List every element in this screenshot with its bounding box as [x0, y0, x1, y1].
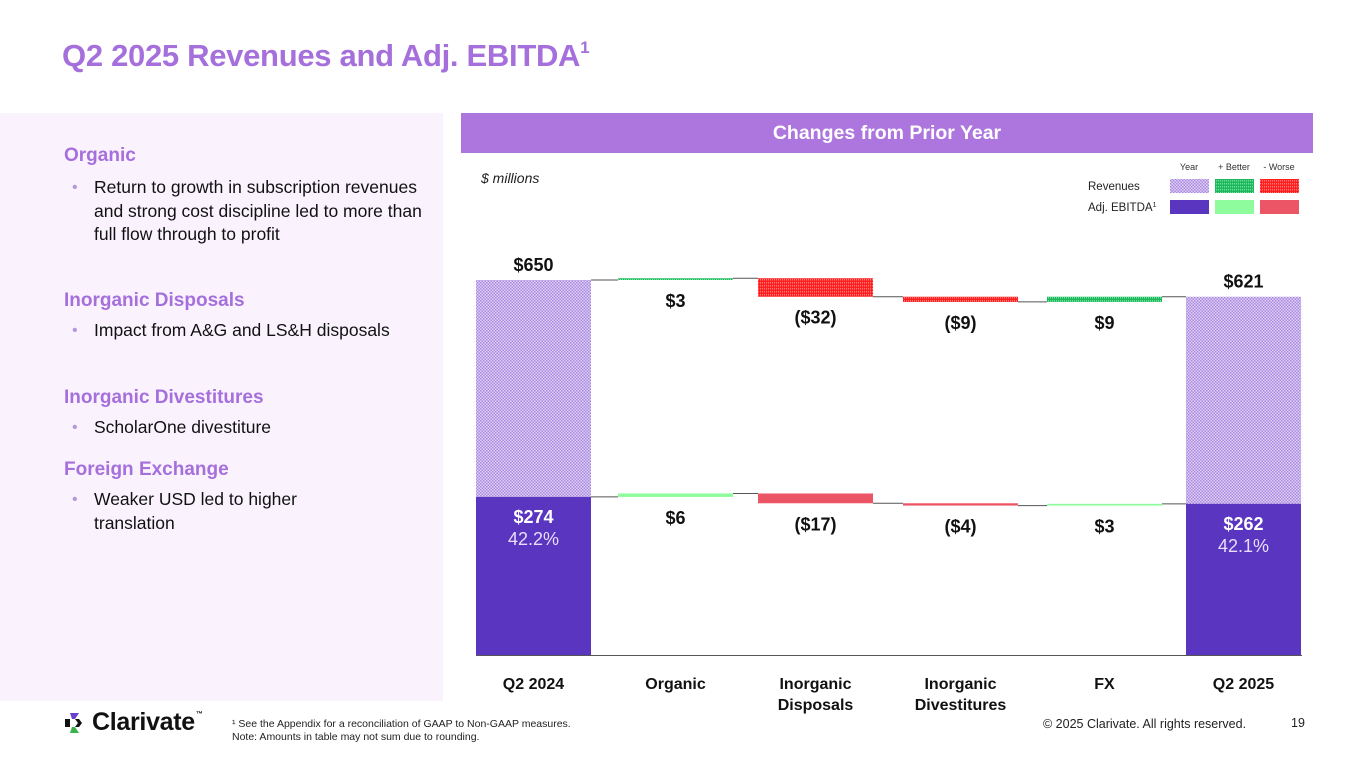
x-tick-label: Inorganic [924, 676, 996, 693]
x-tick-label: Organic [645, 676, 706, 693]
data-label: $650 [513, 255, 553, 275]
section-inorganic-divestitures: Inorganic Divestitures ScholarOne divest… [64, 386, 424, 440]
data-label: $9 [1094, 313, 1114, 333]
legend-column-header: Year [1180, 162, 1198, 172]
logo-trademark: ™ [195, 711, 203, 718]
copyright: © 2025 Clarivate. All rights reserved. [1043, 717, 1247, 731]
footnote: ¹ See the Appendix for a reconciliation … [232, 718, 571, 744]
title-footnote-marker: 1 [580, 37, 590, 57]
legend-column-header: + Better [1218, 162, 1250, 172]
revenue-decrease-bar [903, 296, 1018, 302]
data-label: $621 [1223, 272, 1263, 292]
footnote-rounding: Note: Amounts in table may not sum due t… [232, 731, 480, 743]
units-label: $ millions [481, 170, 540, 186]
revenue-increase-bar [1047, 296, 1162, 302]
section-foreign-exchange: Foreign Exchange Weaker USD led to highe… [64, 458, 424, 535]
section-organic: Organic Return to growth in subscription… [64, 144, 424, 247]
ebitda-increase-bar [1047, 503, 1162, 506]
page-title-text: Q2 2025 Revenues and Adj. EBITDA [62, 38, 581, 73]
data-label: ($17) [794, 514, 836, 534]
legend-row-label: Revenues [1088, 181, 1140, 193]
chart-header: Changes from Prior Year [461, 113, 1313, 153]
section-inorganic-disposals: Inorganic Disposals Impact from A&G and … [64, 289, 424, 343]
section-heading: Inorganic Divestitures [64, 387, 264, 408]
page-number: 19 [1291, 716, 1305, 730]
section-bullet: Return to growth in subscription revenue… [64, 176, 424, 247]
data-label: ($4) [944, 517, 976, 537]
x-tick-label: Divestitures [915, 697, 1007, 714]
data-label: ($32) [794, 308, 836, 328]
legend-swatch [1215, 179, 1254, 193]
clarivate-logo-icon [65, 712, 82, 733]
x-tick-label: Q2 2025 [1213, 676, 1274, 693]
data-label: $262 [1223, 514, 1263, 534]
section-heading: Organic [64, 145, 136, 166]
logo-text: Clarivate [92, 708, 195, 736]
connectors-layer [476, 277, 1302, 656]
data-label: ($9) [944, 313, 976, 333]
section-bullet: Weaker USD led to higher translation [64, 488, 364, 535]
ebitda-total-bar [1186, 503, 1301, 655]
legend-swatch [1260, 200, 1299, 214]
page-title: Q2 2025 Revenues and Adj. EBITDA1 [62, 37, 590, 74]
clarivate-logo[interactable]: Clarivate ™ [63, 708, 203, 737]
bars-layer [476, 278, 1301, 655]
data-label: $3 [665, 291, 685, 311]
legend-swatch [1170, 200, 1209, 214]
x-tick-label: FX [1094, 676, 1115, 693]
ebitda-total-bar [476, 496, 591, 655]
ebitda-increase-bar [618, 493, 733, 497]
x-tick-label: Disposals [778, 697, 854, 714]
revenue-decrease-bar [758, 278, 873, 297]
legend-swatch [1260, 179, 1299, 193]
ebitda-decrease-bar [758, 493, 873, 504]
legend-column-header: - Worse [1263, 162, 1294, 172]
section-heading: Foreign Exchange [64, 459, 229, 480]
legend-swatch [1170, 179, 1209, 193]
legend-swatch [1215, 200, 1254, 214]
margin-label: 42.2% [508, 529, 559, 549]
x-tick-label: Q2 2024 [503, 676, 564, 693]
section-bullet: Impact from A&G and LS&H disposals [64, 319, 394, 343]
data-label: $3 [1094, 517, 1114, 537]
section-bullet: ScholarOne divestiture [64, 416, 424, 440]
x-tick-label: Inorganic [779, 676, 851, 693]
ebitda-decrease-bar [903, 503, 1018, 506]
chart-legend: Year + Better - Worse Revenues Adj. EBITDA1 [1088, 162, 1299, 214]
section-heading: Inorganic Disposals [64, 290, 245, 311]
data-label: $274 [513, 507, 553, 527]
margin-label: 42.1% [1218, 536, 1269, 556]
revenue-increase-bar [618, 278, 733, 280]
data-label: $6 [665, 508, 685, 528]
legend-row-label: Adj. EBITDA1 [1088, 202, 1157, 214]
footnote-gaap: ¹ See the Appendix for a reconciliation … [232, 718, 571, 730]
